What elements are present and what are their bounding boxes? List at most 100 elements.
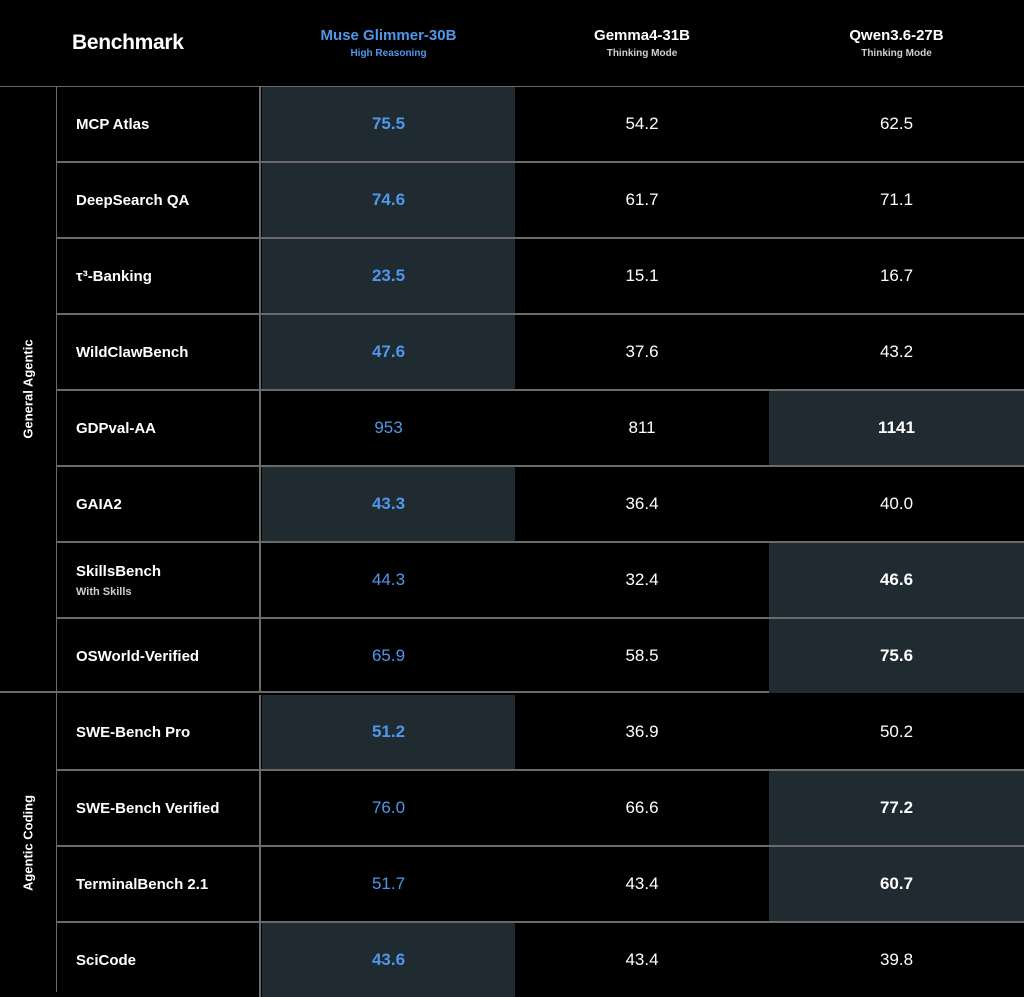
benchmark-name-cell: WildClawBench xyxy=(57,315,261,389)
table-row: GAIA2 43.3 36.4 40.0 xyxy=(57,467,1024,543)
gemma-score-cell: 811 xyxy=(515,391,769,465)
qwen-score-cell: 75.6 xyxy=(769,619,1024,693)
header-muse: Muse Glimmer-30B High Reasoning xyxy=(262,0,515,86)
benchmark-name-cell: τ³-Banking xyxy=(57,239,261,313)
benchmark-name: WildClawBench xyxy=(76,343,189,361)
muse-score: 47.6 xyxy=(371,342,406,361)
benchmark-name-cell: SWE-Bench Verified xyxy=(57,771,261,845)
benchmark-name: GAIA2 xyxy=(76,495,122,513)
qwen-score-cell: 40.0 xyxy=(769,467,1024,541)
muse-score-cell: 47.6 xyxy=(262,315,515,389)
table-row: SciCode 43.6 43.4 39.8 xyxy=(57,923,1024,997)
muse-score-cell: 44.3 xyxy=(262,543,515,617)
muse-score: 43.3 xyxy=(371,494,406,513)
benchmark-name-cell: GAIA2 xyxy=(57,467,261,541)
qwen-score: 77.2 xyxy=(879,798,914,817)
header-qwen-mode: Thinking Mode xyxy=(861,48,932,59)
group-agentic-coding: Agentic Coding xyxy=(0,693,57,992)
gemma-score-cell: 37.6 xyxy=(515,315,769,389)
muse-score-cell: 75.5 xyxy=(262,87,515,161)
table-body: MCP Atlas 75.5 54.2 62.5 DeepSearch QA 74.6 61… xyxy=(57,87,1024,997)
muse-score: 76.0 xyxy=(371,798,406,817)
table-row: OSWorld-Verified 65.9 58.5 75.6 xyxy=(57,619,1024,693)
benchmark-name: SkillsBench xyxy=(76,562,162,580)
gemma-score: 66.6 xyxy=(625,798,659,817)
muse-score: 51.2 xyxy=(371,722,406,741)
gemma-score-cell: 36.9 xyxy=(515,695,769,769)
qwen-score: 16.7 xyxy=(879,266,914,285)
qwen-score-cell: 46.6 xyxy=(769,543,1024,617)
gemma-score: 43.4 xyxy=(625,874,659,893)
benchmark-name-cell: TerminalBench 2.1 xyxy=(57,847,261,921)
header-gemma: Gemma4-31B Thinking Mode xyxy=(515,0,769,86)
gemma-score: 32.4 xyxy=(625,570,659,589)
gemma-score: 54.2 xyxy=(625,114,659,133)
qwen-score-cell: 1141 xyxy=(769,391,1024,465)
gemma-score: 36.9 xyxy=(625,722,659,741)
qwen-score: 62.5 xyxy=(879,114,914,133)
gemma-score: 811 xyxy=(628,418,656,437)
header-qwen: Qwen3.6-27B Thinking Mode xyxy=(769,0,1024,86)
table-row: MCP Atlas 75.5 54.2 62.5 xyxy=(57,87,1024,163)
gemma-score-cell: 32.4 xyxy=(515,543,769,617)
gemma-score-cell: 43.4 xyxy=(515,847,769,921)
benchmark-name: MCP Atlas xyxy=(76,115,150,133)
muse-score-cell: 74.6 xyxy=(262,163,515,237)
benchmark-name-cell: OSWorld-Verified xyxy=(57,619,261,693)
muse-score: 43.6 xyxy=(371,950,406,969)
muse-score: 74.6 xyxy=(371,190,406,209)
gemma-score-cell: 54.2 xyxy=(515,87,769,161)
gemma-score: 43.4 xyxy=(625,950,659,969)
table-row: SWE-Bench Verified 76.0 66.6 77.2 xyxy=(57,771,1024,847)
gemma-score-cell: 61.7 xyxy=(515,163,769,237)
table-row: DeepSearch QA 74.6 61.7 71.1 xyxy=(57,163,1024,239)
qwen-score: 60.7 xyxy=(879,874,914,893)
gemma-score: 36.4 xyxy=(625,494,659,513)
table-row: TerminalBench 2.1 51.7 43.4 60.7 xyxy=(57,847,1024,923)
table-row: GDPval-AA 953 811 1141 xyxy=(57,391,1024,467)
qwen-score-cell: 77.2 xyxy=(769,771,1024,845)
qwen-score: 1141 xyxy=(878,418,915,437)
muse-score: 75.5 xyxy=(371,114,406,133)
muse-score: 953 xyxy=(374,418,403,437)
group-label-general-agentic: General Agentic xyxy=(20,339,36,439)
group-divider xyxy=(0,691,1024,693)
muse-score-cell: 23.5 xyxy=(262,239,515,313)
gemma-score: 61.7 xyxy=(625,190,659,209)
header-benchmark-label: Benchmark xyxy=(72,31,184,54)
qwen-score-cell: 43.2 xyxy=(769,315,1024,389)
gemma-score: 15.1 xyxy=(625,266,659,285)
benchmark-name-cell: SkillsBench With Skills xyxy=(57,543,261,617)
benchmark-name: TerminalBench 2.1 xyxy=(76,875,209,893)
muse-score-cell: 51.2 xyxy=(262,695,515,769)
header-qwen-name: Qwen3.6-27B xyxy=(849,27,944,44)
qwen-score-cell: 50.2 xyxy=(769,695,1024,769)
muse-score-cell: 43.6 xyxy=(262,923,515,997)
table-row: SWE-Bench Pro 51.2 36.9 50.2 xyxy=(57,695,1024,771)
qwen-score: 75.6 xyxy=(879,646,914,665)
qwen-score-cell: 60.7 xyxy=(769,847,1024,921)
header-muse-name: Muse Glimmer-30B xyxy=(320,27,457,44)
muse-score: 23.5 xyxy=(371,266,406,285)
benchmark-name: OSWorld-Verified xyxy=(76,647,200,665)
muse-score-cell: 43.3 xyxy=(262,467,515,541)
muse-score-cell: 65.9 xyxy=(262,619,515,693)
gemma-score-cell: 15.1 xyxy=(515,239,769,313)
muse-score: 65.9 xyxy=(371,646,406,665)
muse-score-cell: 953 xyxy=(262,391,515,465)
group-label-agentic-coding: Agentic Coding xyxy=(20,794,36,892)
benchmark-name: SciCode xyxy=(76,951,137,969)
qwen-score-cell: 71.1 xyxy=(769,163,1024,237)
benchmark-name-cell: DeepSearch QA xyxy=(57,163,261,237)
qwen-score: 39.8 xyxy=(879,950,914,969)
qwen-score: 50.2 xyxy=(879,722,914,741)
header-divider xyxy=(0,86,1024,87)
gemma-score: 58.5 xyxy=(625,646,659,665)
benchmark-name: SWE-Bench Verified xyxy=(76,799,220,817)
table-row: WildClawBench 47.6 37.6 43.2 xyxy=(57,315,1024,391)
gemma-score: 37.6 xyxy=(625,342,659,361)
muse-score: 51.7 xyxy=(371,874,406,893)
qwen-score-cell: 39.8 xyxy=(769,923,1024,997)
benchmark-name-cell: MCP Atlas xyxy=(57,87,261,161)
benchmark-name-cell: GDPval-AA xyxy=(57,391,261,465)
